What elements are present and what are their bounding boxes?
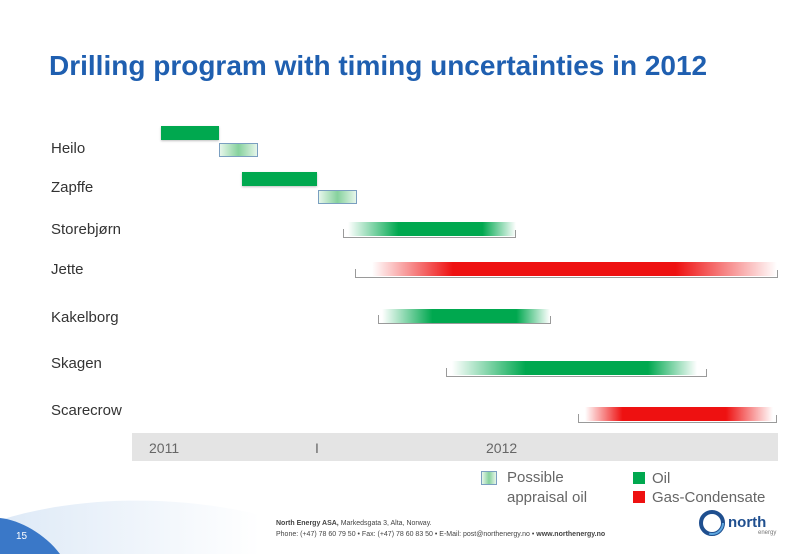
row-label-scarecrow: Scarecrow xyxy=(51,402,122,419)
skagen-uncertainty-bracket xyxy=(446,368,707,377)
footer-company: North Energy ASA, xyxy=(276,520,339,527)
timeline-axis: 2011 I 2012 xyxy=(132,433,778,461)
footer-contact-line: Phone: (+47) 78 60 79 50 • Fax: (+47) 78… xyxy=(276,531,605,538)
slide-title: Drilling program with timing uncertainti… xyxy=(49,50,708,81)
heilo-drilling-bar xyxy=(161,126,219,140)
legend-appraisal-label-line1: Possible xyxy=(507,469,564,486)
page-number: 15 xyxy=(16,531,28,542)
timeline-year-2011: 2011 xyxy=(149,440,180,456)
footer-website-link[interactable]: www.northenergy.no xyxy=(536,531,606,538)
footer-address: Markedsgata 3, Alta, Norway. xyxy=(340,520,432,527)
heilo-appraisal-bar xyxy=(219,143,258,157)
row-label-skagen: Skagen xyxy=(51,355,102,372)
skagen-drilling-bar xyxy=(452,361,697,375)
legend-gas-swatch xyxy=(633,491,645,503)
timeline-year-2012: 2012 xyxy=(486,440,518,456)
timeline-separator: I xyxy=(315,440,319,456)
legend-oil-label: Oil xyxy=(652,470,671,487)
footer-phone-line: Phone: (+47) 78 60 79 50 • Fax: (+47) 78… xyxy=(276,531,535,538)
row-label-kakelborg: Kakelborg xyxy=(51,309,119,326)
jette-uncertainty-bracket xyxy=(355,269,778,278)
row-label-storebjorn: Storebjørn xyxy=(51,221,122,238)
storebjorn-drilling-bar xyxy=(348,222,516,236)
zapffe-appraisal-bar xyxy=(318,190,357,204)
jette-drilling-bar xyxy=(372,262,777,276)
legend-appraisal-label-line2: appraisal oil xyxy=(507,489,588,506)
row-label-zapffe: Zapffe xyxy=(51,179,94,196)
footer-address-line: North Energy ASA, Markedsgata 3, Alta, N… xyxy=(276,520,432,527)
scarecrow-uncertainty-bracket xyxy=(578,414,777,423)
scarecrow-drilling-bar xyxy=(585,407,773,421)
footer-wave-decoration xyxy=(0,500,260,554)
ring-logo-icon xyxy=(699,510,725,536)
north-energy-logo-sub: energy xyxy=(758,530,777,536)
legend-gas-label: Gas-Condensate xyxy=(652,489,766,506)
row-label-jette: Jette xyxy=(51,261,84,278)
legend-appraisal-swatch xyxy=(481,471,497,485)
row-label-heilo: Heilo xyxy=(51,140,86,157)
kakelborg-uncertainty-bracket xyxy=(378,315,551,324)
legend-oil-swatch xyxy=(633,472,645,484)
zapffe-drilling-bar xyxy=(242,172,317,186)
north-energy-logo: north xyxy=(728,514,767,531)
kakelborg-drilling-bar xyxy=(382,309,550,323)
